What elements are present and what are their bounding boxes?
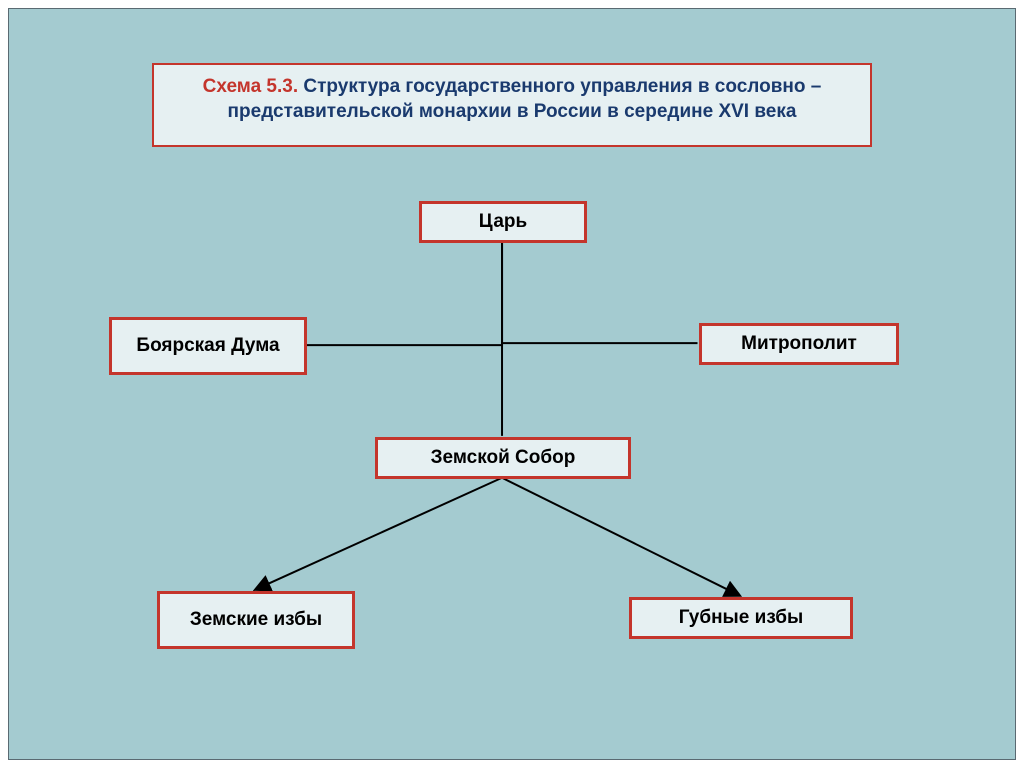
node-tsar: Царь xyxy=(419,201,587,243)
node-label: Земские избы xyxy=(190,608,322,632)
title-prefix: Схема 5.3. xyxy=(203,76,298,97)
node-label: Царь xyxy=(479,210,527,234)
node-duma: Боярская Дума xyxy=(109,317,307,375)
node-gubnye: Губные избы xyxy=(629,597,853,639)
node-label: Боярская Дума xyxy=(136,334,279,358)
diagram-title: Схема 5.3. Структура государственного уп… xyxy=(152,63,872,147)
node-sobor: Земской Собор xyxy=(375,437,631,479)
node-label: Земской Собор xyxy=(431,446,576,470)
node-label: Губные избы xyxy=(679,606,804,630)
node-label: Митрополит xyxy=(741,332,857,356)
diagram-stage: Схема 5.3. Структура государственного уп… xyxy=(8,8,1016,760)
node-zemskie: Земские избы xyxy=(157,591,355,649)
title-text: Структура государственного управления в … xyxy=(228,76,822,122)
node-mitropolit: Митрополит xyxy=(699,323,899,365)
outer-frame: Схема 5.3. Структура государственного уп… xyxy=(0,0,1024,768)
